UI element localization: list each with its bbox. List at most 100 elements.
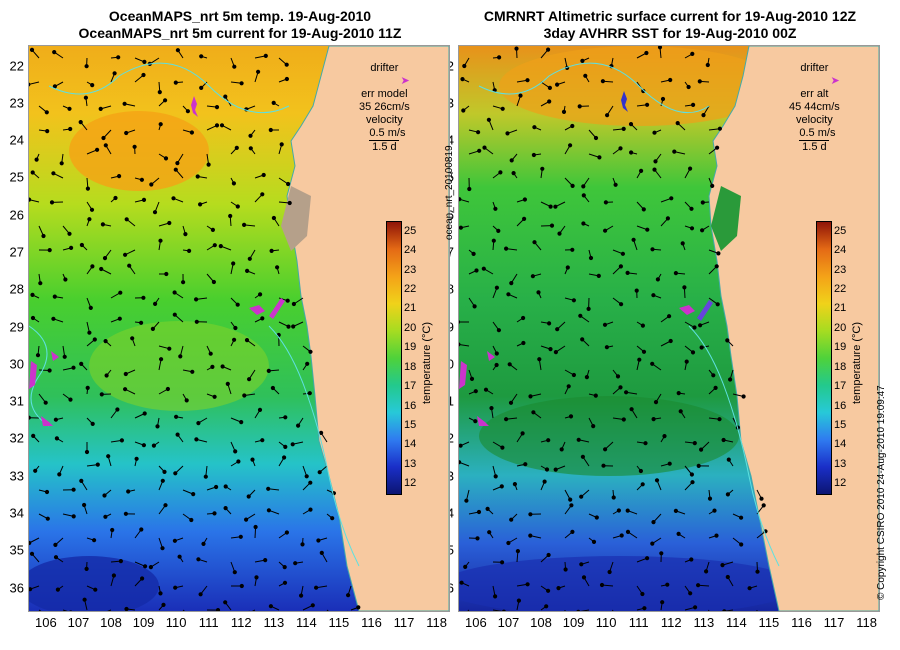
- current-vector: [580, 609, 590, 611]
- left-map-panel[interactable]: drifter ➤ err model 35 26cm/s velocity 0…: [28, 45, 450, 612]
- current-vector-head: [460, 76, 465, 82]
- current-vector-head: [300, 542, 305, 547]
- current-vector-head: [459, 225, 463, 230]
- longitude-label: 112: [230, 615, 252, 630]
- current-vector-head: [579, 494, 584, 499]
- longitude-label: 114: [725, 615, 747, 630]
- current-vector-head: [565, 265, 570, 270]
- current-vector-head: [701, 113, 706, 118]
- current-vector-head: [725, 574, 730, 580]
- current-vector-head: [487, 530, 492, 535]
- current-vector-head: [316, 538, 321, 543]
- current-vector-head: [472, 304, 477, 309]
- current-vector-head: [747, 586, 752, 591]
- current-vector-head: [518, 93, 523, 98]
- current-vector-head: [44, 110, 49, 115]
- current-vector-head: [171, 196, 176, 201]
- current-vector-head: [459, 320, 461, 324]
- current-vector-head: [542, 479, 547, 484]
- current-vector-head: [141, 72, 146, 78]
- colorbar-tick: 19: [834, 341, 847, 354]
- drifter-track: [679, 305, 695, 315]
- current-vector-head: [588, 255, 594, 261]
- current-vector-head: [90, 83, 95, 88]
- current-vector-head: [640, 482, 645, 487]
- drifter-track: [41, 416, 53, 426]
- drifter-track: [51, 351, 59, 361]
- current-vector-head: [710, 183, 715, 188]
- current-vector-head: [621, 417, 626, 422]
- current-vector-head: [581, 184, 586, 189]
- current-vector-head: [49, 200, 55, 205]
- latitude-label: 32: [9, 430, 24, 446]
- current-vector: [251, 609, 256, 611]
- current-vector-head: [68, 126, 73, 132]
- colorbar-tick: 20: [834, 321, 847, 334]
- current-vector-head: [464, 498, 469, 503]
- current-vector-head: [673, 508, 678, 513]
- latitude-label: 28: [9, 281, 24, 297]
- current-vector-head: [177, 554, 182, 559]
- current-vector-head: [581, 221, 586, 226]
- current-vector-head: [248, 146, 253, 151]
- cold-water-patch: [29, 556, 159, 611]
- copyright-label: © Copyright CSIRO 2010 24-Aug-2010 19:09…: [876, 385, 887, 600]
- current-vector-head: [282, 580, 288, 585]
- current-vector-head: [279, 142, 284, 147]
- current-vector-head: [494, 351, 499, 356]
- current-vector-head: [228, 213, 233, 219]
- current-vector-head: [84, 64, 89, 69]
- current-vector-head: [547, 321, 552, 326]
- current-vector-head: [459, 580, 464, 585]
- current-vector-head: [739, 515, 744, 520]
- current-vector-head: [284, 62, 289, 67]
- current-vector-head: [247, 377, 252, 382]
- current-vector-head: [514, 46, 519, 51]
- longitude-label: 117: [823, 615, 845, 630]
- current-vector-head: [307, 391, 312, 396]
- current-vector-head: [124, 130, 129, 136]
- current-vector-head: [619, 302, 624, 307]
- current-vector-head: [577, 104, 582, 109]
- legend-err-label: err alt: [800, 88, 829, 100]
- current-vector-head: [284, 530, 289, 535]
- current-vector-head: [214, 123, 220, 128]
- current-vector-head: [655, 277, 660, 282]
- current-vector-head: [47, 248, 52, 253]
- colorbar-ticks-right: 25 24 23 22 21 20 19 18 17 16 15 14 13 12: [834, 221, 860, 493]
- current-vector-head: [29, 587, 33, 592]
- current-vector-head: [692, 325, 697, 330]
- drifter-track: [621, 91, 628, 112]
- current-vector-head: [662, 434, 667, 439]
- longitude-label: 108: [100, 615, 122, 630]
- latitude-label: 26: [9, 207, 24, 223]
- current-vector-head: [462, 63, 467, 69]
- current-vector-head: [715, 145, 720, 150]
- colorbar-title-right: temperature (°C): [851, 321, 863, 404]
- current-vector-head: [515, 549, 521, 554]
- current-vector-head: [41, 233, 46, 239]
- drifter-track: [269, 298, 285, 319]
- current-vector-head: [35, 353, 41, 358]
- current-vector-head: [285, 298, 290, 303]
- current-vector-head: [489, 406, 494, 411]
- current-vector-head: [219, 123, 225, 128]
- current-vector-head: [668, 338, 673, 344]
- current-vector-head: [95, 147, 100, 152]
- current-vector-head: [284, 76, 289, 82]
- eddy-patch: [479, 396, 739, 476]
- current-vector-head: [174, 414, 179, 419]
- current-vector-head: [631, 237, 636, 242]
- latitude-label: 22: [9, 58, 24, 73]
- current-vector-head: [211, 279, 216, 285]
- current-vector-head: [208, 351, 213, 356]
- current-vector-head: [223, 94, 228, 99]
- current-vector-head: [568, 143, 573, 148]
- current-vector-head: [580, 58, 585, 63]
- current-vector-head: [641, 349, 647, 354]
- current-vector-head: [244, 338, 250, 343]
- current-vector-head: [716, 251, 721, 256]
- right-map-panel[interactable]: drifter ➤ err alt 45 44cm/s velocity 0.5…: [458, 45, 880, 612]
- current-vector-head: [346, 593, 351, 598]
- current-vector-head: [67, 106, 72, 111]
